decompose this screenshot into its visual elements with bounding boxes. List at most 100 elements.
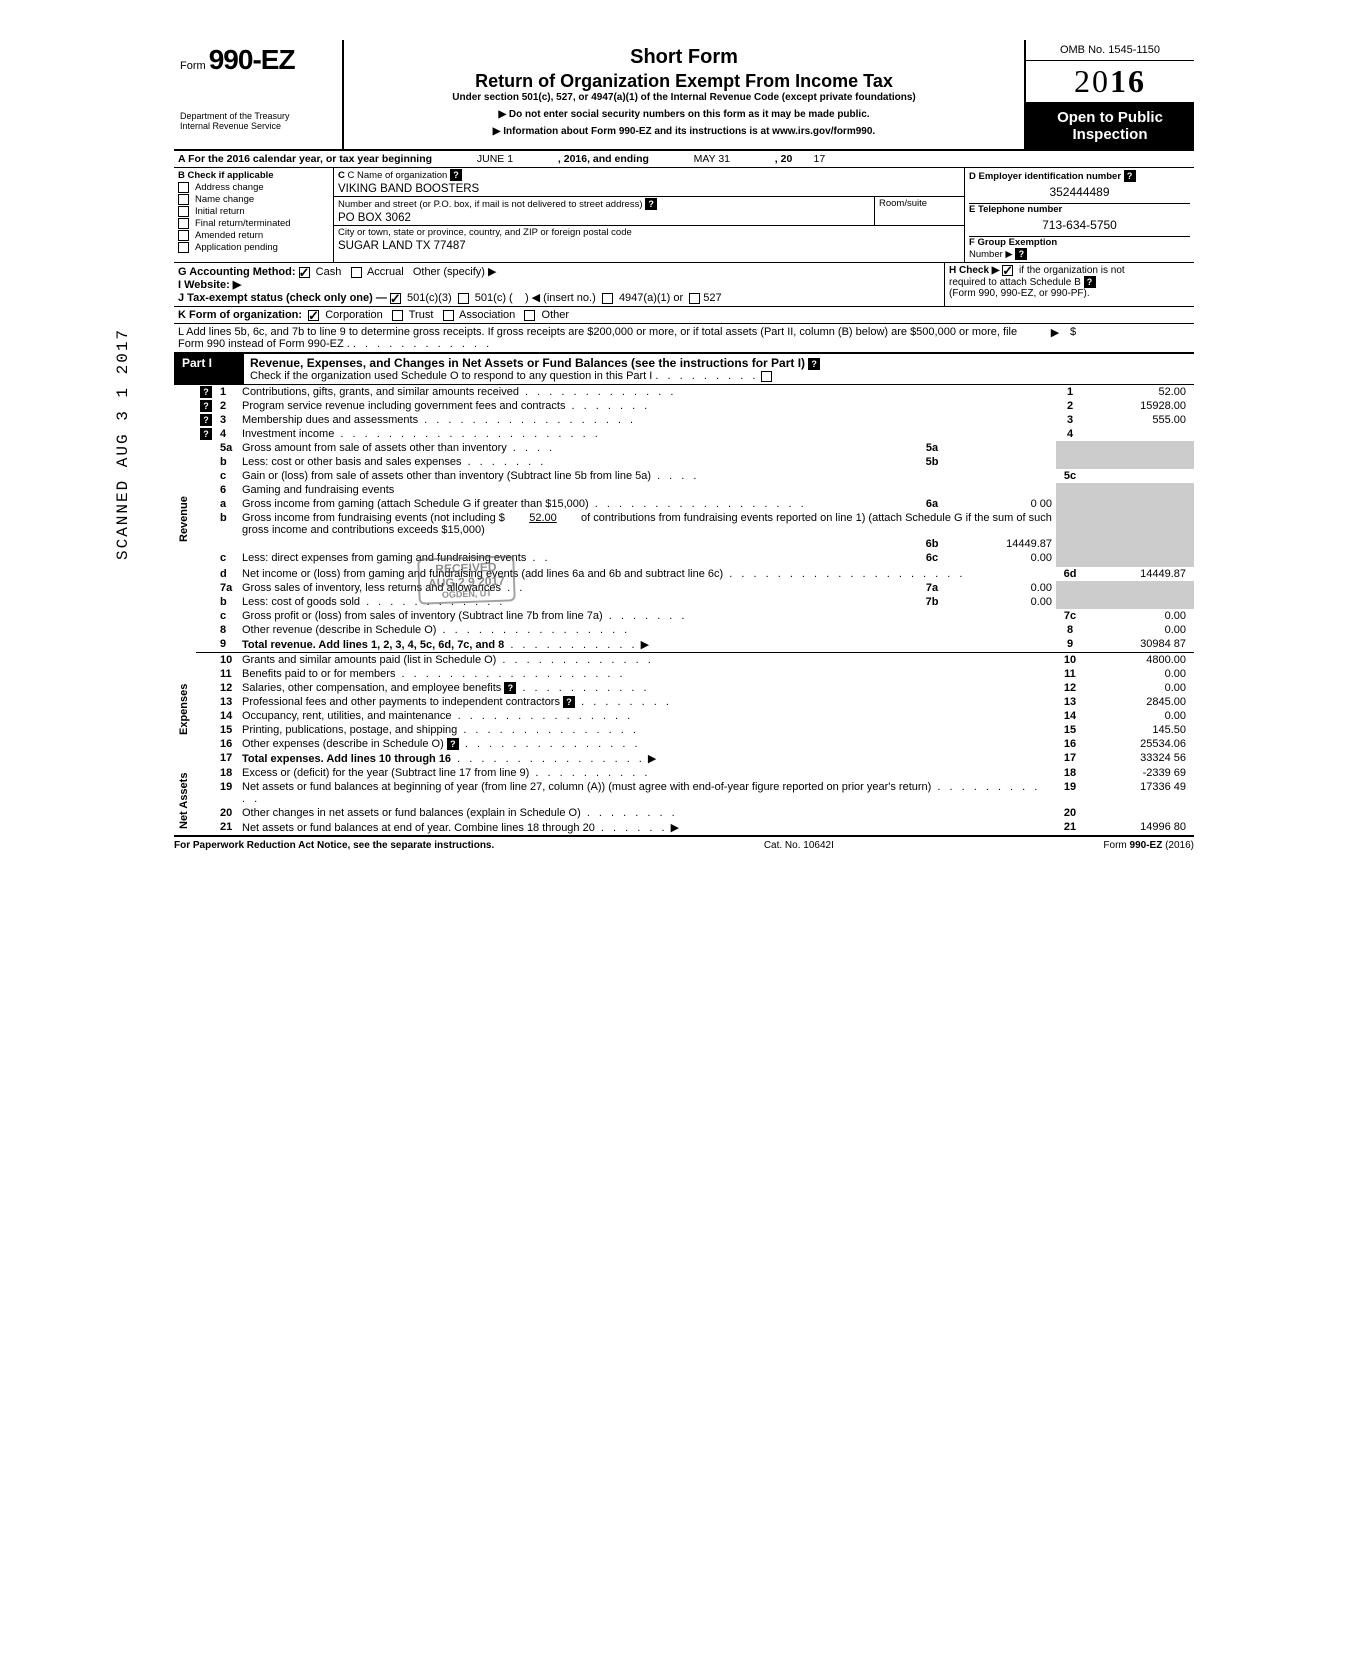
val-11: 0.00 (1084, 667, 1194, 681)
cb-address-change[interactable] (178, 182, 189, 193)
subtitle: Under section 501(c), 527, or 4947(a)(1)… (352, 92, 1016, 103)
box-b: B Check if applicable Address change Nam… (174, 168, 334, 262)
form-header: Form 990-EZ Department of the Treasury I… (174, 40, 1194, 151)
val-16: 25534.06 (1084, 737, 1194, 751)
telephone: 713-634-5750 (969, 218, 1190, 232)
box-e-label: E Telephone number (969, 204, 1062, 215)
val-9: 30984 87 (1084, 637, 1194, 653)
help-icon[interactable]: ? (200, 400, 212, 412)
row-h: H Check ▶ if the organization is not req… (944, 263, 1194, 306)
box-d-label: D Employer identification number (969, 171, 1121, 182)
footer-left: For Paperwork Reduction Act Notice, see … (174, 840, 494, 851)
street-address: PO BOX 3062 (334, 211, 874, 225)
city-state-zip: SUGAR LAND TX 77487 (334, 239, 964, 253)
form-number: 990-EZ (209, 44, 295, 75)
val-7c: 0.00 (1084, 609, 1194, 623)
cb-schedule-o[interactable] (761, 371, 772, 382)
row-i-website: I Website: ▶ (178, 279, 241, 291)
warn-ssn: ▶ Do not enter social security numbers o… (352, 109, 1016, 120)
row-l: L Add lines 5b, 6c, and 7b to line 9 to … (174, 324, 1194, 354)
val-6b: 14449.87 (946, 537, 1056, 551)
val-6a: 0 00 (946, 497, 1056, 511)
org-name: VIKING BAND BOOSTERS (334, 182, 964, 196)
help-icon[interactable]: ? (504, 682, 516, 694)
row-a-tax-year: A For the 2016 calendar year, or tax yea… (174, 151, 1194, 168)
cb-527[interactable] (689, 293, 700, 304)
val-13: 2845.00 (1084, 695, 1194, 709)
cb-initial-return[interactable] (178, 206, 189, 217)
form-label: Form (180, 60, 206, 72)
ein: 352444489 (969, 185, 1190, 199)
part1-title: Revenue, Expenses, and Changes in Net As… (250, 356, 805, 370)
cb-cash[interactable] (299, 267, 310, 278)
val-18: -2339 69 (1084, 766, 1194, 780)
help-icon[interactable]: ? (645, 198, 657, 210)
val-19: 17336 49 (1084, 780, 1194, 806)
val-8: 0.00 (1084, 623, 1194, 637)
side-expenses: Expenses (174, 653, 196, 766)
tax-year: 2016 (1026, 61, 1194, 103)
val-15: 145.50 (1084, 723, 1194, 737)
help-icon[interactable]: ? (1015, 248, 1027, 260)
help-icon[interactable]: ? (200, 386, 212, 398)
row-g-label: G Accounting Method: (178, 266, 296, 278)
box-b-title: B Check if applicable (178, 170, 274, 181)
section-bcdef: B Check if applicable Address change Nam… (174, 168, 1194, 263)
street-label: Number and street (or P.O. box, if mail … (338, 199, 643, 210)
val-7b: 0.00 (946, 595, 1056, 609)
help-icon[interactable]: ? (447, 738, 459, 750)
part1-header: Part I Revenue, Expenses, and Changes in… (174, 354, 1194, 385)
help-icon[interactable]: ? (200, 414, 212, 426)
val-6c: 0.00 (946, 551, 1056, 565)
help-icon[interactable]: ? (1084, 276, 1096, 288)
val-12: 0.00 (1084, 681, 1194, 695)
cb-trust[interactable] (392, 310, 403, 321)
cb-501c[interactable] (458, 293, 469, 304)
room-suite: Room/suite (874, 197, 964, 225)
part1-label: Part I (174, 354, 244, 384)
scanned-stamp: SCANNED AUG 3 1 2017 (114, 328, 132, 560)
cb-other-org[interactable] (524, 310, 535, 321)
val-17: 33324 56 (1084, 751, 1194, 766)
part1-table: Revenue ? 1 Contributions, gifts, grants… (174, 385, 1194, 835)
cb-accrual[interactable] (351, 267, 362, 278)
val-7a: 0.00 (946, 581, 1056, 595)
row-k: K Form of organization: Corporation Trus… (174, 307, 1194, 324)
warn-info: ▶ Information about Form 990-EZ and its … (352, 126, 1016, 137)
val-21: 14996 80 (1084, 820, 1194, 835)
val-6d: 14449.87 (1084, 567, 1194, 581)
help-icon[interactable]: ? (563, 696, 575, 708)
omb-number: OMB No. 1545-1150 (1026, 40, 1194, 61)
val-5c (1084, 469, 1194, 483)
val-4 (1084, 427, 1194, 441)
footer-cat: Cat. No. 10642I (764, 840, 834, 851)
form-footer: For Paperwork Reduction Act Notice, see … (174, 835, 1194, 851)
cb-501c3[interactable] (390, 293, 401, 304)
cb-association[interactable] (443, 310, 454, 321)
cb-corporation[interactable] (308, 310, 319, 321)
cb-no-schedule-b[interactable] (1002, 265, 1013, 276)
row-j: J Tax-exempt status (check only one) — 5… (178, 291, 940, 304)
val-14: 0.00 (1084, 709, 1194, 723)
val-10: 4800.00 (1084, 653, 1194, 667)
help-icon[interactable]: ? (1124, 170, 1136, 182)
title-return: Return of Organization Exempt From Incom… (352, 71, 1016, 92)
title-short-form: Short Form (352, 46, 1016, 69)
help-icon[interactable]: ? (808, 358, 820, 370)
help-icon[interactable]: ? (450, 169, 462, 181)
val-1: 52.00 (1084, 385, 1194, 399)
help-icon[interactable]: ? (200, 428, 212, 440)
city-label: City or town, state or province, country… (334, 226, 964, 239)
val-3: 555.00 (1084, 413, 1194, 427)
cb-4947[interactable] (602, 293, 613, 304)
box-f-label: F Group Exemption (969, 237, 1057, 248)
side-revenue: Revenue (174, 385, 196, 653)
received-stamp: RECEIVEDAUG 2 9 2017OGDEN, UT (417, 555, 515, 604)
val-2: 15928.00 (1084, 399, 1194, 413)
cb-final-return[interactable] (178, 218, 189, 229)
box-c-label: C Name of organization (348, 170, 448, 181)
cb-amended[interactable] (178, 230, 189, 241)
cb-pending[interactable] (178, 242, 189, 253)
rows-ghi: G Accounting Method: Cash Accrual Other … (174, 263, 1194, 307)
cb-name-change[interactable] (178, 194, 189, 205)
